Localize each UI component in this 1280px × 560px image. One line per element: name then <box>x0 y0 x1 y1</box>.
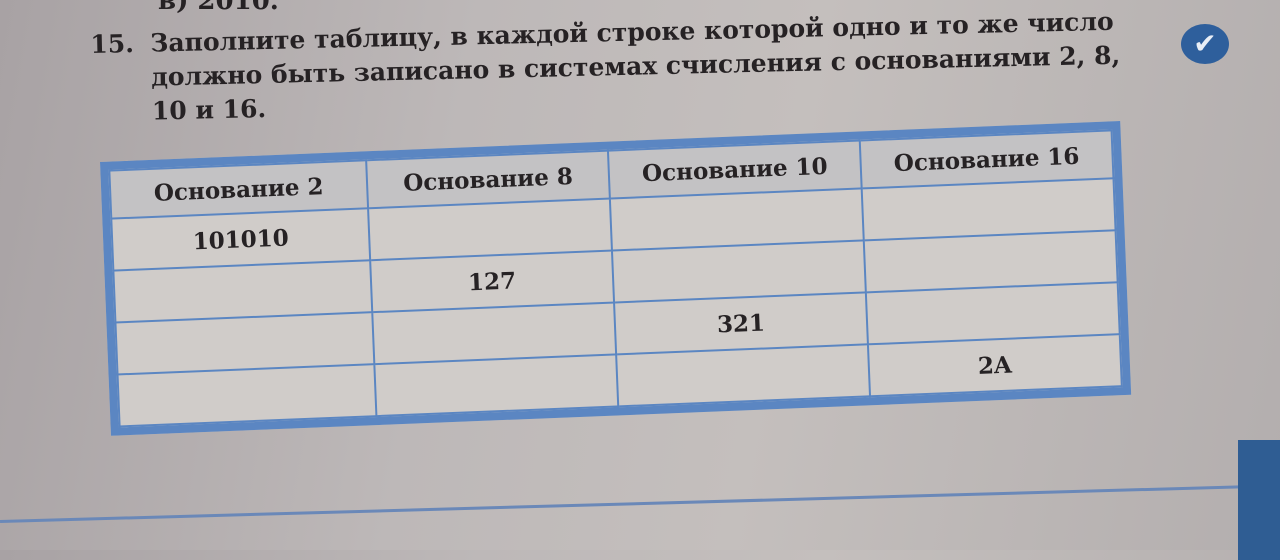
task-number: 15. <box>90 29 135 59</box>
page-edge-stripe <box>1238 440 1280 560</box>
number-systems-table: Основание 2 Основание 8 Основание 10 Осн… <box>100 121 1132 436</box>
table-cell <box>616 344 871 407</box>
previous-answer: в) 2010. <box>158 0 279 16</box>
page-divider-line <box>0 483 1280 523</box>
table-cell: 2A <box>867 334 1122 397</box>
task-statement: 15. Заполните таблицу, в каждой строке к… <box>90 4 1152 130</box>
checkmark-badge-icon: ✔ <box>1181 24 1229 64</box>
task-text: Заполните таблицу, в каждой строке котор… <box>150 6 1121 126</box>
table-cell <box>374 354 619 417</box>
table-cell <box>117 364 377 427</box>
